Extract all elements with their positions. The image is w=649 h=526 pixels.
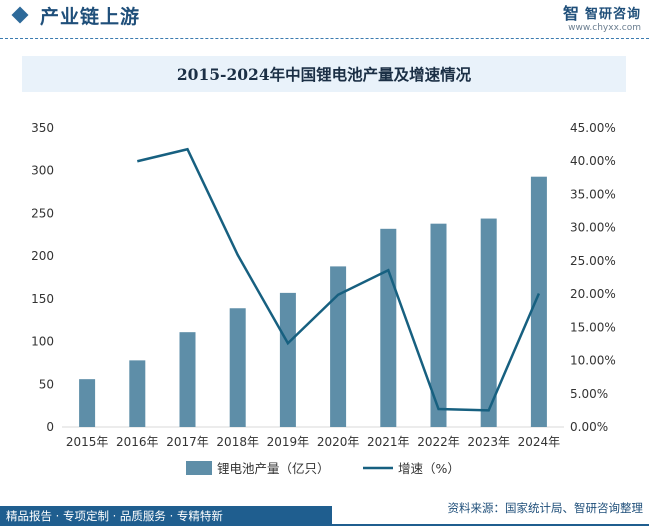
y-left-tick-label: 100 bbox=[31, 335, 54, 349]
brand-url: www.chyxx.com bbox=[568, 23, 641, 33]
y-left-tick-label: 50 bbox=[39, 377, 54, 391]
y-left-tick-label: 200 bbox=[31, 249, 54, 263]
x-tick-label: 2024年 bbox=[518, 435, 561, 449]
brand-logo-icon: 智 bbox=[562, 4, 579, 23]
y-left-tick-label: 250 bbox=[31, 206, 54, 220]
y-right-tick-label: 10.00% bbox=[570, 354, 616, 368]
footer: 精品报告 · 专项定制 · 品质服务 · 专精特新 资料来源：国家统计局、智研咨… bbox=[0, 500, 649, 526]
x-tick-label: 2021年 bbox=[367, 435, 410, 449]
x-tick-label: 2018年 bbox=[216, 435, 259, 449]
bar-2018年 bbox=[229, 308, 246, 427]
y-right-tick-label: 0.00% bbox=[570, 420, 608, 434]
bar-2020年 bbox=[330, 266, 347, 427]
header: 产业链上游 智 智研咨询 www.chyxx.com bbox=[0, 0, 649, 40]
bar-2022年 bbox=[430, 223, 447, 427]
y-right-tick-label: 25.00% bbox=[570, 254, 616, 268]
bar-2024年 bbox=[530, 176, 547, 427]
y-left-tick-label: 300 bbox=[31, 164, 54, 178]
bar-2015年 bbox=[79, 379, 96, 427]
x-tick-label: 2022年 bbox=[417, 435, 460, 449]
y-left-tick-label: 0 bbox=[46, 420, 54, 434]
x-tick-label: 2016年 bbox=[116, 435, 159, 449]
y-right-tick-label: 45.00% bbox=[570, 121, 616, 135]
footer-source: 资料来源：国家统计局、智研咨询整理 bbox=[447, 501, 644, 515]
x-tick-label: 2017年 bbox=[166, 435, 209, 449]
y-right-tick-label: 30.00% bbox=[570, 221, 616, 235]
legend-bar-label: 锂电池产量（亿只） bbox=[217, 461, 330, 476]
bar-2023年 bbox=[480, 218, 497, 427]
footer-divider bbox=[332, 524, 649, 526]
y-right-tick-label: 15.00% bbox=[570, 320, 616, 334]
bar-2019年 bbox=[279, 292, 296, 427]
header-divider bbox=[0, 38, 649, 39]
x-tick-label: 2015年 bbox=[66, 435, 109, 449]
y-left-tick-label: 350 bbox=[31, 121, 54, 135]
y-left-tick-label: 150 bbox=[31, 292, 54, 306]
bar-2017年 bbox=[179, 332, 196, 427]
brand-name: 智研咨询 bbox=[584, 7, 641, 22]
bar-2021年 bbox=[380, 228, 397, 427]
chart-title-box: 2015-2024年中国锂电池产量及增速情况 bbox=[22, 56, 626, 92]
x-tick-label: 2020年 bbox=[317, 435, 360, 449]
y-right-tick-label: 5.00% bbox=[570, 387, 608, 401]
y-right-tick-label: 20.00% bbox=[570, 287, 616, 301]
bar-2016年 bbox=[129, 360, 146, 427]
legend-line-label: 增速（%） bbox=[398, 461, 460, 476]
section-title: 产业链上游 bbox=[40, 6, 141, 28]
footer-services: 精品报告 · 专项定制 · 品质服务 · 专精特新 bbox=[0, 506, 332, 526]
y-right-tick-label: 40.00% bbox=[570, 154, 616, 168]
x-tick-label: 2019年 bbox=[267, 435, 310, 449]
x-tick-label: 2023年 bbox=[467, 435, 510, 449]
brand: 智 智研咨询 www.chyxx.com bbox=[563, 3, 641, 34]
chart-title: 2015-2024年中国锂电池产量及增速情况 bbox=[176, 65, 472, 84]
legend-bar-swatch bbox=[186, 461, 212, 475]
y-right-tick-label: 35.00% bbox=[570, 187, 616, 201]
